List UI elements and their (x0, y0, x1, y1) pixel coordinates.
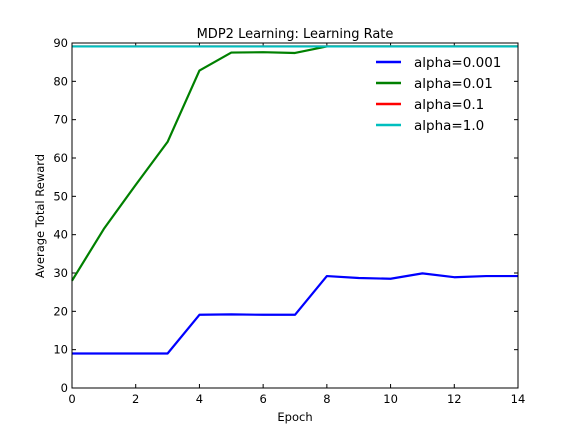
y-tick-label: 80 (53, 74, 68, 88)
legend-label: alpha=0.001 (414, 55, 501, 71)
y-tick-label: 70 (53, 113, 68, 127)
x-tick-label: 10 (383, 392, 398, 406)
x-tick-label: 2 (132, 392, 139, 406)
x-tick-label: 4 (196, 392, 203, 406)
x-tick-label: 0 (68, 392, 75, 406)
y-tick-label: 0 (61, 381, 68, 395)
plot-frame (71, 42, 519, 389)
y-tick-label: 10 (53, 343, 68, 357)
y-axis-label: Average Total Reward (33, 154, 47, 278)
y-tick-label: 40 (53, 228, 68, 242)
y-tick-label: 60 (53, 151, 68, 165)
legend-label: alpha=0.1 (414, 97, 484, 113)
y-tick-label: 50 (53, 189, 68, 203)
legend-label: alpha=1.0 (414, 118, 484, 134)
series-layer (71, 45, 518, 355)
x-tick-label: 6 (259, 392, 266, 406)
y-tick-label: 30 (53, 266, 68, 280)
x-tick-label: 12 (447, 392, 462, 406)
legend: alpha=0.001 alpha=0.01 alpha=0.1 alpha=1.0 (376, 55, 501, 134)
x-axis-label: Epoch (277, 410, 312, 424)
x-tick-label: 8 (323, 392, 330, 406)
legend-label: alpha=0.01 (414, 76, 493, 92)
y-tick-label: 90 (53, 36, 68, 50)
y-tick-label: 20 (53, 304, 68, 318)
x-tick-label: 14 (511, 392, 526, 406)
series-line-alpha-0-001 (72, 272, 518, 355)
chart-title: MDP2 Learning: Learning Rate (197, 27, 394, 42)
